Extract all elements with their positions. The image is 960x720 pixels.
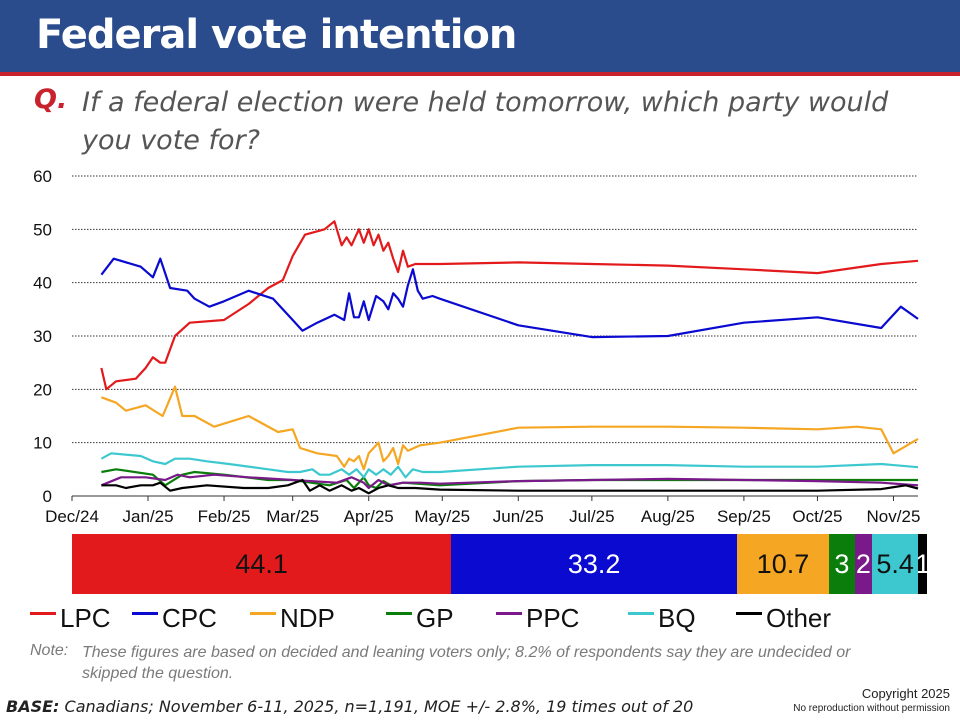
y-tick-label: 30 (33, 327, 52, 346)
series-line-ndp (101, 385, 919, 471)
legend-swatch (386, 612, 412, 615)
y-tick-label: 40 (33, 274, 52, 293)
x-tick-label: Feb/25 (198, 507, 251, 526)
x-tick-label: Sep/25 (717, 507, 771, 526)
x-tick-label: Nov/25 (867, 507, 921, 526)
series-line-cpc (100, 257, 919, 339)
bar-segment-other: 1 (918, 534, 927, 594)
legend-swatch (736, 612, 762, 615)
legend-label: Other (766, 603, 832, 633)
legend-label: PPC (526, 603, 580, 633)
bar-segment-ppc: 2 (854, 534, 872, 594)
series-line-gp (101, 468, 918, 490)
line-chart: 0 10 20 30 40 50 60 Dec/24 Jan/25 Feb/25 Mar/25 Apr… (33, 167, 921, 526)
bar-segment-ndp: 10.7 (736, 534, 829, 594)
base-label: BASE: (6, 697, 60, 716)
page-title: Federal vote intention (36, 12, 517, 58)
legend-item-ndp: NDP (250, 603, 335, 634)
legend-item-bq: BQ (628, 603, 696, 634)
legend-swatch (250, 612, 276, 615)
bar-segment-gp: 3 (828, 534, 855, 594)
x-tick-label: Jul/25 (569, 507, 614, 526)
legend-swatch (496, 612, 522, 615)
series-line-bq (100, 452, 919, 479)
base-footnote: BASE: Canadians; November 6-11, 2025, n=… (6, 697, 693, 716)
bar-segment-lpc: 44.1 (72, 534, 452, 594)
note-text: These figures are based on decided and l… (82, 644, 851, 682)
x-tick-label: Jun/25 (493, 507, 544, 526)
x-tick-label: May/25 (414, 507, 470, 526)
note-label: Note: (30, 642, 69, 659)
series-line-other (101, 478, 919, 495)
legend-swatch (30, 612, 56, 615)
x-tick-label: Oct/25 (792, 507, 842, 526)
series-line-ppc (100, 473, 919, 490)
legend-item-lpc: LPC (30, 603, 111, 634)
x-tick-label: Apr/25 (344, 507, 394, 526)
y-tick-label: 60 (33, 167, 52, 186)
legend-label: NDP (280, 603, 335, 633)
legend-label: LPC (60, 603, 111, 633)
x-tick-label: Mar/25 (266, 507, 319, 526)
legend-label: BQ (658, 603, 696, 633)
legend-label: CPC (162, 603, 217, 633)
x-tick-label: Jan/25 (122, 507, 173, 526)
y-tick-label: 50 (33, 220, 52, 239)
current-results-stacked-bar: 44.1 33.2 10.7 3 2 5.4 1 (72, 534, 927, 594)
copyright-notice: No reproduction without permission (793, 703, 950, 714)
legend-item-cpc: CPC (132, 603, 217, 634)
bar-segment-cpc: 33.2 (451, 534, 737, 594)
legend-item-gp: GP (386, 603, 454, 634)
legend-item-ppc: PPC (496, 603, 579, 634)
y-tick-label: 0 (43, 487, 52, 506)
legend-swatch (132, 612, 158, 615)
x-tick-label: Aug/25 (641, 507, 695, 526)
legend-swatch (628, 612, 654, 615)
bar-segment-bq: 5.4 (871, 534, 919, 594)
base-text: Canadians; November 6-11, 2025, n=1,191,… (64, 697, 694, 716)
header-bar: Federal vote intention (0, 0, 960, 76)
question-label: Q. (34, 84, 68, 115)
x-tick-label: Dec/24 (45, 507, 99, 526)
series-line-lpc (100, 220, 919, 391)
y-tick-label: 10 (33, 434, 52, 453)
copyright: Copyright 2025 (861, 686, 950, 701)
question-text: If a federal election were held tomorrow… (82, 87, 889, 156)
legend-label: GP (416, 603, 454, 633)
legend-item-other: Other (736, 603, 831, 634)
y-tick-label: 20 (33, 380, 52, 399)
